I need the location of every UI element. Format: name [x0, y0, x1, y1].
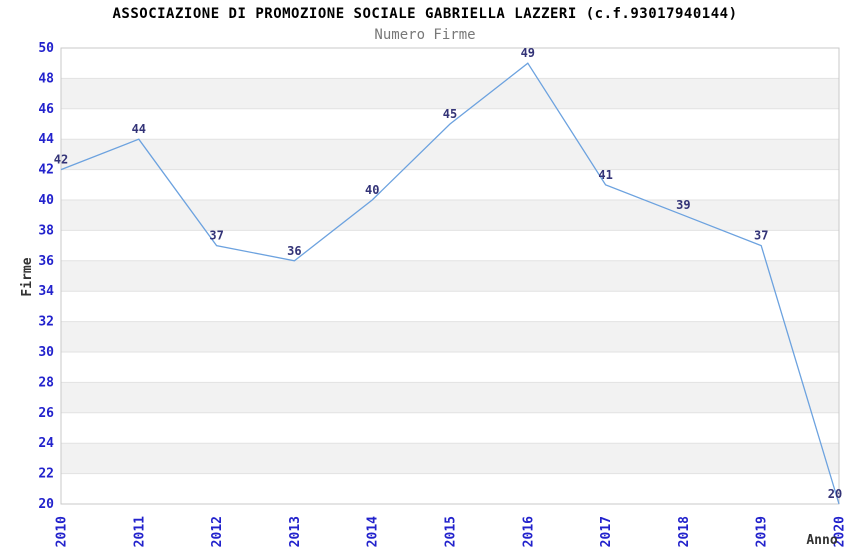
plot-band — [61, 321, 839, 352]
y-tick-label: 46 — [38, 102, 54, 117]
point-label: 44 — [132, 122, 146, 136]
y-tick-label: 44 — [38, 132, 54, 147]
point-label: 39 — [676, 198, 690, 212]
y-tick-label: 28 — [38, 375, 54, 390]
point-label: 40 — [365, 183, 379, 197]
y-tick-label: 42 — [38, 163, 54, 178]
x-axis-title: Anno — [806, 533, 837, 548]
y-tick-label: 34 — [38, 284, 54, 299]
x-tick-label: 2017 — [599, 516, 614, 547]
x-tick-label: 2014 — [366, 516, 381, 547]
x-tick-label: 2016 — [521, 516, 536, 547]
y-axis-title: Firme — [20, 257, 35, 296]
x-tick-label: 2018 — [677, 516, 692, 547]
y-tick-label: 22 — [38, 467, 54, 482]
y-tick-label: 38 — [38, 223, 54, 238]
point-label: 41 — [598, 168, 612, 182]
x-tick-label: 2020 — [833, 516, 848, 547]
point-label: 36 — [287, 244, 301, 258]
y-tick-label: 40 — [38, 193, 54, 208]
y-tick-label: 50 — [38, 41, 54, 56]
x-tick-label: 2010 — [55, 516, 70, 547]
point-label: 37 — [754, 229, 768, 243]
plot-band — [61, 382, 839, 413]
chart-subtitle: Numero Firme — [374, 27, 476, 43]
y-tick-label: 20 — [38, 497, 54, 512]
y-tick-label: 36 — [38, 254, 54, 269]
point-label: 42 — [54, 153, 68, 167]
point-label: 49 — [521, 46, 535, 60]
x-tick-label: 2012 — [210, 516, 225, 547]
point-label: 37 — [209, 229, 223, 243]
chart-title: ASSOCIAZIONE DI PROMOZIONE SOCIALE GABRI… — [112, 6, 738, 22]
plot-band — [61, 78, 839, 109]
x-tick-label: 2011 — [132, 516, 147, 547]
y-tick-label: 26 — [38, 406, 54, 421]
point-label: 20 — [828, 487, 842, 501]
point-label: 45 — [443, 107, 457, 121]
y-tick-label: 48 — [38, 71, 54, 86]
x-tick-label: 2015 — [444, 516, 459, 547]
x-tick-label: 2019 — [755, 516, 770, 547]
plot-band — [61, 200, 839, 231]
y-tick-label: 24 — [38, 436, 54, 451]
plot-band — [61, 260, 839, 292]
y-tick-label: 32 — [38, 315, 54, 330]
plot-band — [61, 139, 839, 170]
plot-border — [60, 47, 840, 505]
x-tick-label: 2013 — [288, 516, 303, 547]
plot-band — [61, 443, 839, 474]
data-line — [60, 62, 840, 505]
y-tick-label: 30 — [38, 345, 54, 360]
